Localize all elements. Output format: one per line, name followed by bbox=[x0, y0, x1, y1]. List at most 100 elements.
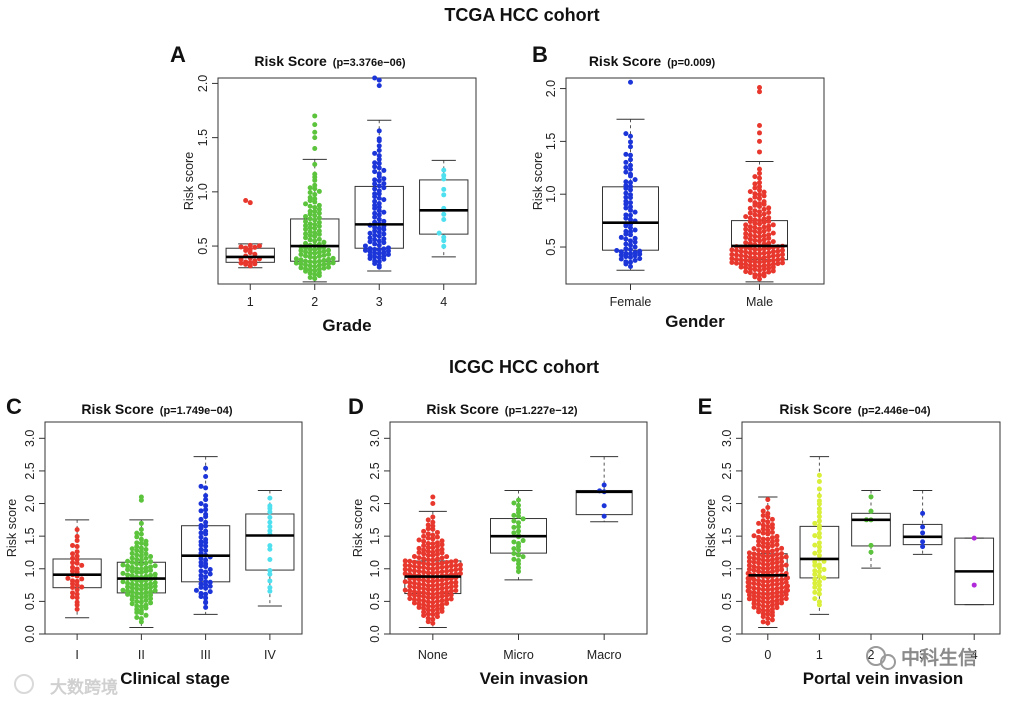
data-point bbox=[774, 560, 780, 566]
data-point bbox=[307, 250, 313, 256]
data-point bbox=[425, 591, 431, 597]
data-point bbox=[766, 254, 772, 260]
data-point bbox=[129, 601, 135, 607]
data-point bbox=[430, 566, 436, 572]
data-point bbox=[425, 526, 431, 532]
data-point bbox=[760, 565, 766, 571]
data-point bbox=[618, 249, 624, 255]
data-point bbox=[618, 252, 624, 258]
plot-frame bbox=[44, 421, 303, 635]
data-point bbox=[761, 193, 767, 199]
data-point bbox=[134, 534, 140, 540]
data-point bbox=[747, 246, 753, 252]
data-point bbox=[743, 226, 749, 232]
data-point bbox=[198, 534, 204, 540]
data-point bbox=[618, 256, 624, 262]
data-point bbox=[441, 186, 447, 192]
y-tick-label: 0.0 bbox=[720, 625, 734, 642]
data-point bbox=[441, 192, 447, 198]
data-point bbox=[765, 523, 771, 529]
data-point bbox=[411, 584, 417, 590]
data-point bbox=[729, 252, 735, 258]
data-point bbox=[416, 550, 422, 556]
data-point bbox=[303, 235, 309, 241]
data-point bbox=[511, 518, 517, 524]
data-point bbox=[381, 167, 387, 173]
data-point bbox=[367, 230, 373, 236]
data-point bbox=[774, 598, 780, 604]
data-point bbox=[203, 507, 209, 513]
x-tick-label: 0 bbox=[764, 648, 771, 662]
data-point bbox=[632, 250, 638, 256]
data-point bbox=[434, 594, 440, 600]
data-point bbox=[747, 262, 753, 268]
data-point bbox=[628, 251, 633, 257]
data-point bbox=[439, 590, 445, 596]
data-point bbox=[372, 246, 378, 252]
data-point bbox=[376, 195, 382, 201]
data-point bbox=[757, 230, 762, 236]
y-tick-label: 2.0 bbox=[23, 495, 37, 512]
data-point bbox=[441, 172, 447, 178]
data-point bbox=[769, 516, 775, 522]
data-point bbox=[143, 551, 149, 557]
data-point bbox=[207, 583, 213, 589]
data-point bbox=[247, 263, 253, 269]
data-point bbox=[441, 238, 447, 244]
data-point bbox=[312, 113, 318, 119]
data-point bbox=[738, 248, 744, 254]
data-point bbox=[511, 546, 517, 552]
data-point bbox=[439, 550, 445, 556]
data-point bbox=[774, 551, 780, 557]
data-point bbox=[430, 541, 436, 547]
data-point bbox=[134, 552, 140, 558]
data-point bbox=[448, 588, 454, 594]
data-point bbox=[761, 255, 767, 261]
data-point bbox=[623, 246, 629, 252]
data-point bbox=[628, 133, 633, 139]
data-point bbox=[372, 202, 378, 208]
watermark-left: 大数跨境 bbox=[14, 674, 118, 698]
data-point bbox=[971, 535, 977, 541]
data-point bbox=[376, 255, 382, 261]
data-point bbox=[769, 569, 775, 575]
data-point bbox=[385, 252, 391, 258]
data-point bbox=[769, 535, 775, 541]
data-point bbox=[770, 261, 776, 267]
data-point bbox=[769, 598, 775, 604]
data-point bbox=[766, 262, 772, 268]
series-micro: Micro bbox=[490, 489, 547, 662]
data-point bbox=[316, 188, 322, 194]
data-point bbox=[770, 268, 776, 274]
data-point bbox=[425, 535, 431, 541]
data-point bbox=[448, 567, 454, 573]
pvalue-text: (p=2.446e−04) bbox=[858, 405, 931, 417]
data-point bbox=[267, 588, 273, 594]
data-point bbox=[756, 565, 762, 571]
data-point bbox=[747, 205, 753, 211]
data-point bbox=[760, 569, 766, 575]
data-point bbox=[628, 259, 633, 265]
data-point bbox=[743, 257, 749, 263]
data-point bbox=[439, 569, 445, 575]
data-point bbox=[757, 276, 762, 282]
data-point bbox=[756, 586, 762, 592]
data-point bbox=[752, 208, 758, 214]
data-point bbox=[601, 503, 607, 509]
data-point bbox=[520, 516, 526, 522]
data-point bbox=[330, 255, 336, 261]
data-point bbox=[780, 247, 785, 253]
data-point bbox=[74, 599, 80, 605]
data-point bbox=[434, 578, 440, 584]
data-point bbox=[779, 585, 785, 591]
data-point bbox=[623, 165, 629, 171]
data-point bbox=[74, 587, 80, 593]
data-point bbox=[372, 228, 378, 234]
pvalue-text: (p=3.376e−06) bbox=[333, 57, 406, 69]
data-point bbox=[774, 556, 780, 562]
data-point bbox=[362, 243, 368, 249]
data-point bbox=[129, 573, 135, 579]
data-point bbox=[743, 222, 749, 228]
data-point bbox=[770, 230, 776, 236]
data-point bbox=[416, 589, 422, 595]
